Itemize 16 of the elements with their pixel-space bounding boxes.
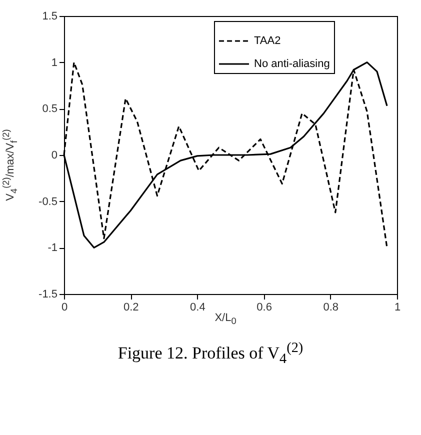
y-tick-label: -1 [48, 242, 58, 254]
y-tick-label: 0 [51, 150, 58, 162]
x-tick-label: 0.8 [323, 302, 339, 314]
legend-label: No anti-aliasing [254, 58, 330, 70]
x-axis-title: X/L$_{0}$ [214, 312, 238, 326]
y-tick-label: -0.5 [38, 196, 58, 208]
x-tick-label: 0.2 [123, 302, 139, 314]
legend-label: TAA2 [254, 35, 281, 47]
y-tick-label: 0.5 [42, 103, 58, 116]
y-tick-label: 1 [51, 56, 58, 69]
y-tick-label: -1.5 [38, 288, 58, 300]
y-tick-label: 1.5 [42, 10, 58, 22]
x-tick-label: 0.4 [190, 302, 206, 314]
x-tick-label: 0 [61, 302, 68, 314]
x-tick-label: 1 [394, 302, 401, 314]
x-tick-label: 0.6 [256, 302, 272, 314]
